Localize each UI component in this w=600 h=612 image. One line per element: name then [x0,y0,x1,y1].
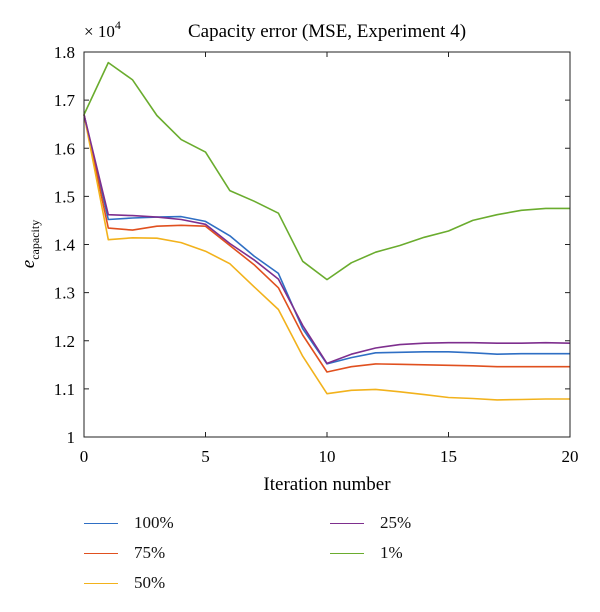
y-multiplier: × 104 [84,18,121,41]
y-tick-label: 1.2 [54,332,75,351]
x-tick-label: 20 [562,447,579,466]
plot-frame [83,51,571,438]
y-tick-label: 1.1 [54,380,75,399]
y-tick-label: 1.3 [54,284,75,303]
x-axis-label: Iteration number [263,474,391,495]
y-tick-label: 1.4 [54,236,76,255]
y-multiplier-base: × 10 [84,22,115,41]
y-tick-label: 1 [67,428,76,447]
series-line-50pct [83,114,570,401]
y-axis-ticks: 1 1.1 1.2 1.3 1.4 1.5 1.6 1.7 1.8 [54,43,570,447]
series-line-75pct [83,114,570,373]
series-line-1pct [83,61,570,281]
series-line-100pct [83,114,570,365]
y-axis-label-main: e [18,260,39,268]
x-tick-label: 5 [201,447,210,466]
y-multiplier-exp: 4 [115,18,121,32]
x-tick-label: 15 [440,447,457,466]
y-tick-label: 1.6 [54,139,75,158]
y-tick-label: 1.7 [54,91,76,110]
y-axis-label: ecapacity [18,220,42,268]
chart-title: Capacity error (MSE, Experiment 4) [188,21,466,42]
y-tick-label: 1.8 [54,43,75,62]
series-layer [83,61,571,401]
x-tick-label: 0 [80,447,89,466]
y-tick-label: 1.5 [54,187,75,206]
y-axis-label-sub: capacity [28,220,42,260]
x-tick-label: 10 [319,447,336,466]
x-axis-ticks: 0 5 10 15 20 [80,52,579,466]
series-line-25pct [83,114,571,365]
